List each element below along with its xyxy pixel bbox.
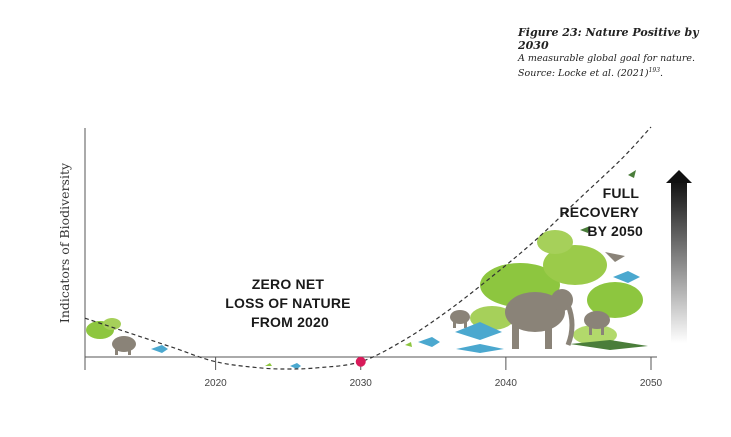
caption-subtitle-text: A measurable global goal for nature. Sou… — [518, 53, 695, 80]
x-tick-label: 2050 — [640, 378, 663, 389]
annotation-line: FROM 2020 — [251, 314, 329, 330]
annotation-line: ZERO NET — [252, 276, 325, 292]
caption-title: Figure 23: Nature Positive by 2030 — [518, 26, 699, 52]
caption-reference: 193 — [648, 67, 661, 74]
caption-subtitle: A measurable global goal for nature. Sou… — [518, 53, 695, 80]
annotation-line: RECOVERY — [560, 204, 640, 220]
wildlife-right-illustration — [405, 170, 648, 353]
x-tick-label: 2040 — [495, 378, 518, 389]
wildlife-left-illustration — [86, 318, 301, 369]
annotation-full-recovery: FULL RECOVERY BY 2050 — [560, 185, 644, 239]
y-axis-label: Indicators of Biodiversity — [57, 162, 72, 323]
x-tick-label: 2020 — [204, 378, 227, 389]
nature-positive-2030-marker — [355, 356, 366, 367]
up-arrow-icon — [666, 170, 692, 343]
figure-caption: Figure 23: Nature Positive by 2030 A mea… — [518, 26, 723, 80]
annotation-line: LOSS OF NATURE — [225, 295, 350, 311]
x-tick-label: 2030 — [350, 378, 373, 389]
annotation-zero-net-loss: ZERO NET LOSS OF NATURE FROM 2020 — [225, 276, 355, 330]
x-ticks: 2020 2030 2040 2050 — [204, 357, 663, 389]
annotation-line: BY 2050 — [587, 223, 643, 239]
annotation-line: FULL — [603, 185, 640, 201]
